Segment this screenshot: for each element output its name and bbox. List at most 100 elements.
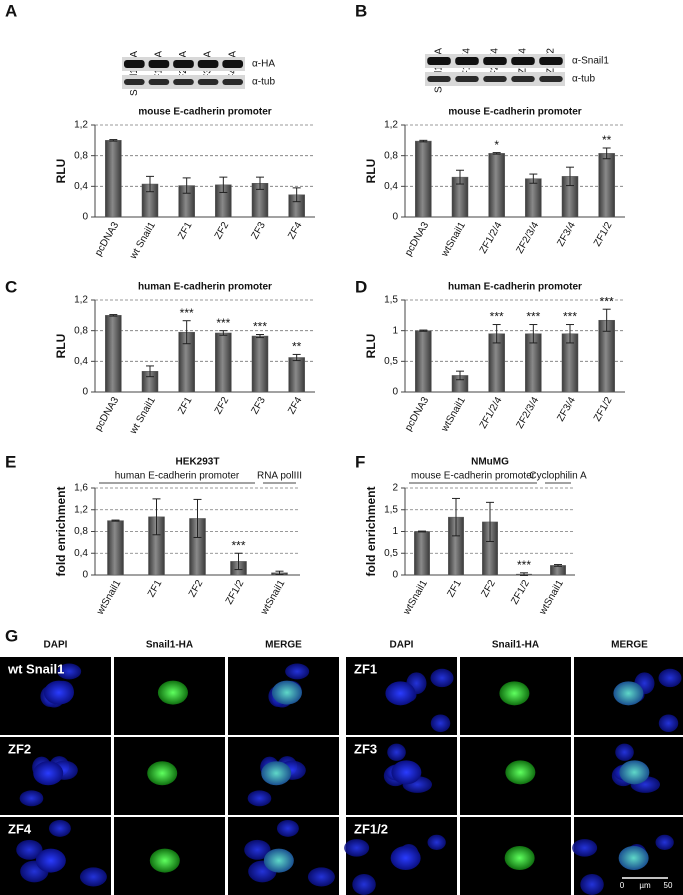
micrograph [460,657,571,735]
chart-title: human E-cadherin promoter [138,282,272,293]
lane-label: Snail1-HA [434,48,445,93]
blot-band [427,76,451,82]
y-tick-label: 0 [392,570,398,581]
blot-band [511,57,535,65]
row-label: ZF2 [8,741,31,756]
bar [525,178,542,218]
micrograph [460,737,571,815]
lane-label: Snail1-HA [129,51,140,96]
x-tick-label: ZF2 [213,220,232,241]
nucleus [43,680,74,705]
nucleus [285,663,310,680]
micrograph [572,817,683,895]
x-tick-label: ZF1 [445,578,464,599]
x-tick-label: wtSnail1 [401,578,430,617]
nucleus [352,873,376,895]
significance: * [494,138,499,152]
y-tick-label: 0,8 [74,325,88,336]
row-label: wt Snail1 [7,661,64,676]
y-tick-label: 1,2 [384,120,398,131]
nucleus [655,834,674,850]
bar [105,315,122,393]
row-label: ZF4 [8,821,32,836]
chart-title: mouse E-cadherin promoter [138,107,271,118]
y-tick-label: 2 [392,483,398,494]
y-axis-label: RLU [54,159,68,184]
nucleus [48,819,71,837]
x-tick-label: wt Snail1 [128,395,159,437]
chart-title: HEK293T [176,457,220,468]
x-tick-label: ZF1/2 [224,578,247,606]
blot-band [173,60,194,68]
nucleus [276,819,299,837]
x-tick-label: pcDNA3 [403,395,431,433]
y-tick-label: 0,4 [74,548,88,559]
snail-signal [149,848,180,873]
micrograph [574,737,683,815]
y-tick-label: 1,5 [384,504,398,515]
group-label: Cyclophilin A [529,471,587,482]
column-header: MERGE [611,640,648,651]
micrograph [346,657,457,735]
significance: *** [490,310,504,324]
x-tick-label: ZF2 [479,578,498,599]
y-tick-label: 1 [392,325,398,336]
nucleus [16,839,43,860]
x-tick-label: pcDNA3 [403,220,431,258]
merge-signal [618,845,649,870]
nucleus [427,834,446,850]
x-tick-label: ZF1 [146,578,165,599]
nucleus [658,714,679,733]
nucleus [391,760,422,785]
micrograph [0,737,111,815]
significance: *** [231,538,245,552]
x-tick-label: ZF3 [249,395,268,416]
significance: *** [600,294,614,308]
x-tick-label: wt Snail1 [128,220,159,262]
blot-band [123,60,145,68]
micrograph [0,817,111,895]
micrograph [460,817,571,895]
panel-letter: E [5,452,16,471]
scale-label: 0 [620,881,625,890]
band-label: α-tub [252,77,275,88]
scale-label: µm [639,881,651,890]
panel-letter: D [355,277,367,296]
significance: ** [602,133,612,147]
chart-title: mouse E-cadherin promoter [448,107,581,118]
column-header: DAPI [390,640,414,651]
blot-band [483,76,507,82]
scale-label: 50 [664,881,673,890]
x-tick-label: ZF1/2/4 [478,395,505,431]
y-tick-label: 1,6 [74,483,88,494]
group-label: RNA polIII [257,471,302,482]
panel-letter: A [5,1,17,20]
micrograph [344,817,457,895]
blot-band [483,57,507,65]
nucleus [430,714,451,733]
blot-band [148,79,170,85]
nucleus [35,848,66,873]
merge-signal [619,760,650,785]
blot-band [222,79,244,85]
y-tick-label: 0,4 [74,356,88,367]
y-tick-label: 1,2 [74,504,88,515]
nucleus [244,839,271,860]
column-header: Snail1-HA [492,640,539,651]
panel-letter: C [5,277,17,296]
column-header: DAPI [44,640,68,651]
y-axis-label: RLU [364,334,378,359]
x-tick-label: wtSnail1 [537,578,566,617]
y-tick-label: 0,8 [74,526,88,537]
x-tick-label: ZF1 [176,220,195,241]
micrograph [228,737,339,815]
merge-signal [261,761,292,786]
micrograph [228,817,339,895]
y-tick-label: 0,8 [384,150,398,161]
x-tick-label: ZF1/2 [509,578,532,606]
y-axis-label: RLU [54,334,68,359]
chart-title: human E-cadherin promoter [448,282,582,293]
x-tick-label: ZF4 [286,395,305,416]
significance: *** [180,306,194,320]
